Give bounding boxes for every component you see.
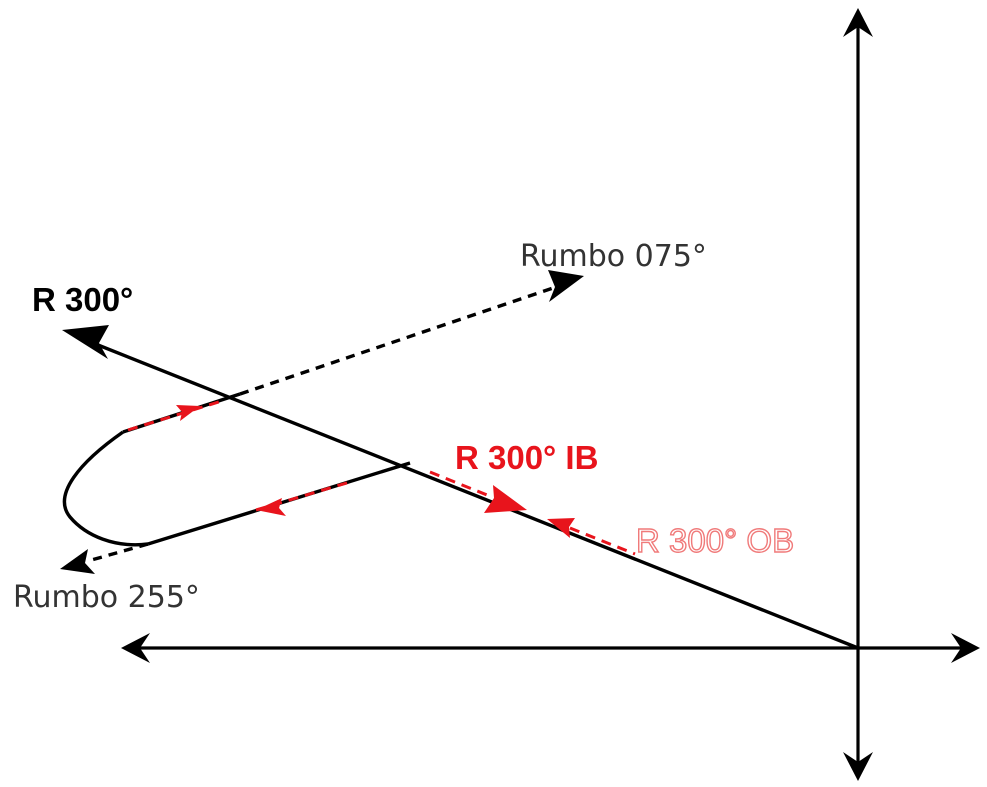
red-arrow-inbound-leg-icon — [256, 498, 286, 516]
axis-arrow-up-icon — [843, 8, 873, 37]
holding-turn — [62, 430, 149, 547]
red-arrow-ob-icon — [547, 518, 575, 538]
red-arrow-outbound-icon — [176, 405, 200, 421]
course-255-arrow-icon — [60, 549, 95, 574]
axis-arrow-left-icon — [121, 633, 150, 663]
label-outbound: R 300° OB — [636, 522, 794, 559]
course-255-line — [60, 542, 149, 574]
course-075-arrow-icon — [548, 270, 584, 302]
red-arrow-ib-icon — [484, 485, 527, 513]
radial-arrow-icon — [62, 325, 109, 359]
radial-line — [62, 325, 859, 650]
label-inbound: R 300° IB — [455, 439, 598, 476]
label-course-255: Rumbo 255° — [13, 580, 200, 615]
axes — [121, 8, 980, 781]
course-075-line — [239, 270, 584, 396]
axis-arrow-down-icon — [843, 752, 873, 781]
label-course-075: Rumbo 075° — [520, 239, 707, 274]
red-markers — [127, 398, 636, 556]
holding-pattern — [62, 392, 411, 547]
label-radial: R 300° — [32, 281, 133, 318]
axis-arrow-right-icon — [951, 633, 980, 663]
